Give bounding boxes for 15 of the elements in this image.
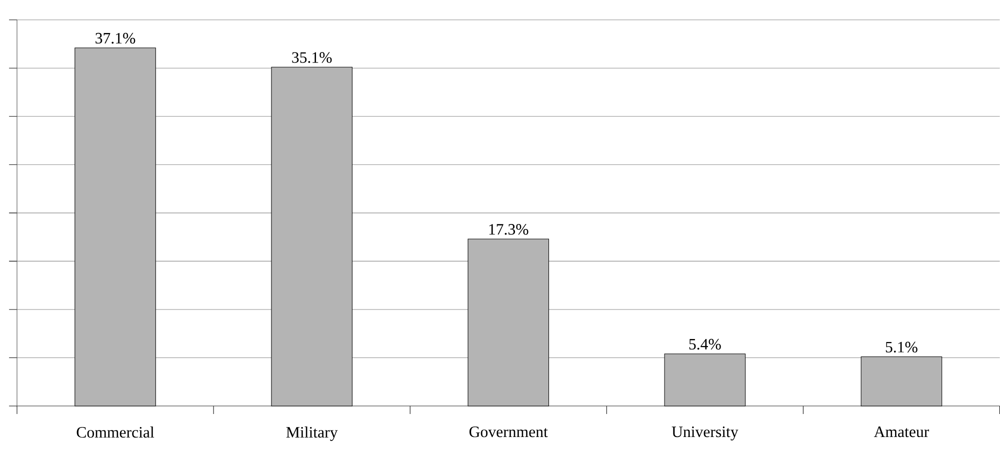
data-label: 35.1% xyxy=(292,52,332,64)
bar xyxy=(74,48,156,406)
data-label: 5.4% xyxy=(689,339,721,350)
x-tick-label: University xyxy=(672,426,738,441)
data-label: 37.1% xyxy=(96,33,136,44)
x-tick-label: Military xyxy=(286,426,338,442)
bar xyxy=(860,356,942,406)
bar xyxy=(468,238,550,406)
data-label: 5.1% xyxy=(886,342,918,353)
x-tick-label: Government xyxy=(469,426,548,438)
x-tick-label: Amateur xyxy=(874,426,930,438)
bar xyxy=(664,354,746,406)
data-label: 17.3% xyxy=(489,224,528,235)
x-tick-label: Commercial xyxy=(76,426,154,438)
bar xyxy=(271,67,352,406)
